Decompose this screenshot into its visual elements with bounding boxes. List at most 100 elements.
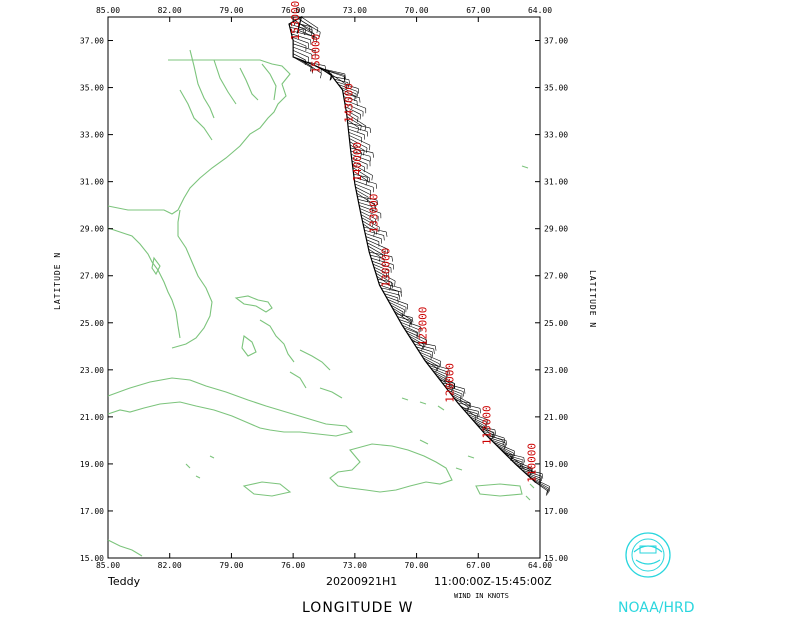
wind-barb-flag	[304, 60, 306, 66]
wind-barb	[531, 478, 549, 489]
wind-barb	[353, 170, 368, 181]
wind-barb-flag	[529, 471, 531, 477]
wind-barb	[445, 387, 463, 395]
wind-barb	[432, 370, 446, 377]
wind-barb-flag	[510, 455, 513, 462]
wind-barb-flag	[400, 288, 402, 294]
wind-barb	[484, 433, 504, 441]
wind-barb-flag	[385, 231, 388, 237]
time-label: 113000	[480, 405, 493, 445]
wind-barb	[350, 147, 373, 154]
wind-barb	[424, 360, 437, 369]
wind-barb-flag	[478, 411, 480, 417]
wind-barb-flag	[379, 256, 381, 262]
wind-barb	[369, 251, 392, 257]
y-tick-label-right: 31.00	[544, 178, 568, 187]
wind-barb-flag	[376, 199, 379, 206]
wind-barb	[345, 109, 359, 118]
wind-barb	[526, 474, 540, 481]
wind-barb	[340, 86, 357, 95]
wind-barb-flag	[391, 283, 394, 289]
wind-barb	[290, 30, 314, 37]
wind-barb	[351, 157, 368, 165]
wind-barb-flag	[374, 203, 376, 209]
wind-barb	[293, 40, 307, 47]
wind-barb	[349, 138, 368, 149]
x-tick-label-bottom: 70.00	[405, 561, 429, 570]
y-tick-label-left: 35.00	[80, 84, 104, 93]
x-tick-label-bottom: 64.00	[528, 561, 552, 570]
wind-barb-flag	[541, 473, 544, 479]
wind-barb	[293, 53, 306, 61]
wind-barb-flag	[344, 73, 346, 79]
wind-barb	[392, 307, 413, 321]
wind-barb	[364, 229, 384, 236]
y-tick-label-left: 15.00	[80, 554, 104, 563]
wind-barb-flag	[451, 387, 453, 393]
wind-barb	[384, 293, 398, 299]
wind-barb	[402, 324, 418, 333]
wind-barb-flag	[474, 416, 477, 422]
wind-barb	[292, 36, 309, 44]
wind-barb	[499, 448, 512, 457]
time-label: 150000	[310, 34, 323, 74]
time-label: 143000	[343, 83, 356, 123]
wind-barb	[447, 390, 461, 397]
wind-barb-flag	[324, 65, 327, 71]
wind-barb	[459, 404, 477, 417]
wind-barb	[430, 367, 447, 375]
y-tick-label-right: 23.00	[544, 366, 568, 375]
wind-barb	[398, 319, 421, 328]
wind-barb-flag	[546, 489, 549, 495]
wind-barb	[488, 437, 506, 443]
wind-barb	[370, 254, 384, 259]
wind-barb	[292, 56, 314, 69]
wind-barb	[416, 346, 433, 353]
wind-barb	[493, 441, 515, 452]
y-tick-label-left: 37.00	[80, 37, 104, 46]
wind-barb	[467, 414, 487, 423]
y-tick-label-right: 15.00	[544, 554, 568, 563]
wind-barb-flag	[523, 457, 525, 463]
y-tick-label-left: 21.00	[80, 413, 104, 422]
flight-track	[288, 15, 537, 484]
wind-barb	[438, 377, 453, 388]
noaa-logo	[625, 532, 671, 578]
wind-barb	[397, 316, 411, 321]
wind-barb-flag	[384, 251, 386, 257]
wind-barb-flag	[394, 280, 396, 286]
time-labels: 110000 113000 120000 123000 130000 1330001400…	[289, 1, 539, 483]
y-tick-label-left: 23.00	[80, 366, 104, 375]
y-tick-label-right: 33.00	[544, 131, 568, 140]
x-tick-label-bottom: 73.00	[343, 561, 367, 570]
wind-barb	[407, 333, 426, 343]
storm-name: Teddy	[107, 575, 141, 588]
wind-barb-flag	[345, 84, 348, 90]
wind-barb-flag	[398, 294, 401, 300]
wind-barb-flag	[381, 254, 383, 260]
y-tick-label-right: 17.00	[544, 507, 568, 516]
wind-barb	[296, 57, 312, 67]
wind-barb	[471, 418, 485, 427]
y-tick-label-left: 17.00	[80, 507, 104, 516]
wind-barb-flag	[360, 152, 362, 158]
wind-barb	[353, 177, 377, 185]
wind-barb	[308, 62, 322, 69]
wind-barb-flag	[422, 344, 425, 350]
wind-barb-flag	[453, 383, 456, 389]
wind-barb	[417, 349, 432, 355]
wind-barb	[480, 428, 494, 433]
wind-barb	[373, 266, 387, 274]
wind-barb-flag	[483, 425, 485, 431]
wind-barb	[322, 68, 345, 75]
wind-barb-flag	[492, 433, 495, 439]
x-tick-label-bottom: 67.00	[466, 561, 490, 570]
wind-barb-flag	[372, 221, 374, 227]
wind-barb	[361, 217, 380, 228]
wind-barb-flag	[494, 429, 497, 435]
x-tick-label-bottom: 76.00	[281, 561, 305, 570]
wind-barb-flag	[389, 285, 392, 291]
plot-frame	[107, 16, 541, 559]
wind-barb	[288, 23, 306, 30]
wind-barb-flag	[411, 317, 414, 323]
